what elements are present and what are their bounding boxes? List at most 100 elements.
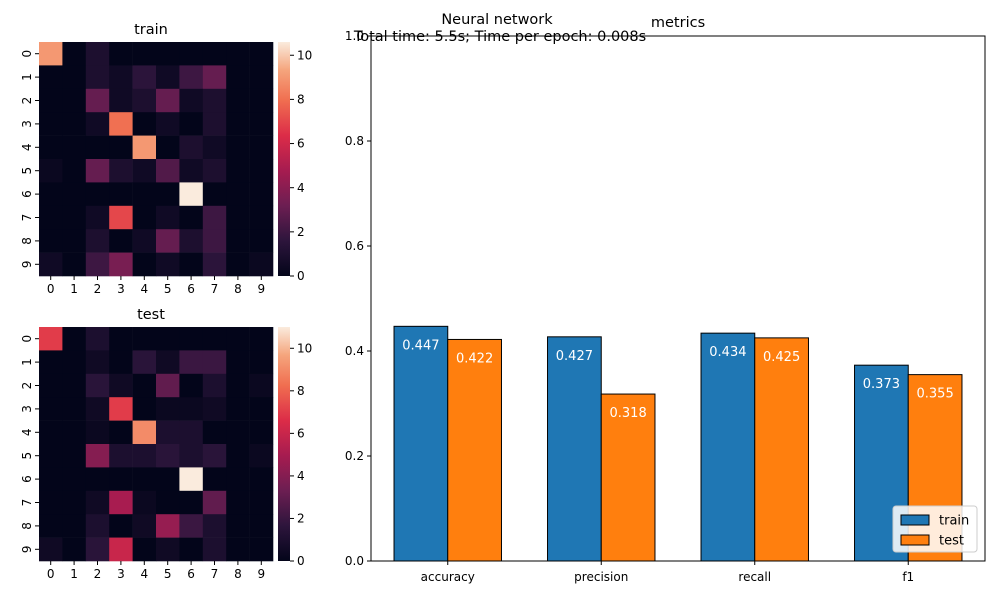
metrics-x-axis: accuracy precision recall f1	[421, 561, 914, 584]
heatmap-cell	[109, 350, 133, 375]
heatmap-cell	[156, 159, 180, 183]
x-tick-label: 4	[140, 282, 148, 296]
heatmap-cell	[132, 420, 157, 445]
bar-value-label: 0.422	[456, 351, 493, 366]
heatmap-cell	[202, 182, 227, 207]
x-tick-label: f1	[902, 570, 914, 584]
heatmap-cell	[179, 350, 204, 375]
heatmap-cell	[179, 467, 204, 492]
heatmap-cell	[39, 252, 63, 277]
heatmap-cell	[85, 373, 110, 398]
heatmap-cell	[85, 65, 110, 90]
heatmap-cell	[226, 420, 250, 445]
heatmap-cell	[202, 42, 227, 66]
heatmap-cell	[156, 327, 180, 351]
y-tick-label: 8	[20, 522, 34, 530]
heatmap-cell	[132, 467, 157, 492]
heatmap-cell	[62, 444, 87, 468]
heatmap-cell	[62, 112, 87, 136]
heatmap-cell	[179, 159, 204, 183]
heatmap-cell	[156, 65, 180, 90]
heatmap-cell	[202, 252, 227, 277]
y-tick-label: 0.2	[345, 449, 364, 463]
y-tick-label: 0	[20, 50, 34, 58]
colorbar-tick-label: 6	[297, 137, 305, 151]
heatmap-cell	[179, 229, 204, 253]
heatmap-cell	[156, 252, 180, 277]
train-colorbar: 0 2 4 6 8 10	[278, 42, 312, 283]
heatmap-cell	[62, 182, 87, 207]
y-tick-label: 3	[20, 405, 34, 413]
heatmap-cell	[132, 205, 157, 230]
x-tick-label: 5	[164, 282, 172, 296]
heatmap-cell	[109, 229, 133, 253]
heatmap-cell	[62, 420, 87, 445]
heatmap-cell	[39, 467, 63, 492]
colorbar-tick-label: 0	[297, 554, 305, 568]
heatmap-cell	[62, 397, 87, 421]
heatmap-cell	[202, 537, 227, 562]
heatmap-cell	[85, 397, 110, 421]
heatmap-cell	[132, 397, 157, 421]
test-colorbar: 0 2 4 6 8 10	[278, 327, 312, 568]
heatmap-cell	[202, 373, 227, 398]
heatmap-cell	[202, 467, 227, 492]
bar-test	[754, 337, 809, 562]
y-tick-label: 0.6	[345, 239, 364, 253]
bar-value-label: 0.425	[763, 350, 800, 365]
heatmap-cell	[156, 490, 180, 515]
y-tick-label: 1	[20, 73, 34, 81]
heatmap-cell	[249, 420, 274, 445]
heatmap-cell	[62, 159, 87, 183]
heatmap-cell	[156, 537, 180, 562]
heatmap-cell	[132, 88, 157, 113]
x-tick-label: precision	[574, 570, 628, 584]
heatmap-cell	[179, 397, 204, 421]
bar-value-label: 0.318	[610, 406, 647, 421]
heatmap-cell	[179, 42, 204, 66]
bar-value-label: 0.373	[863, 377, 900, 392]
heatmap-cell	[202, 420, 227, 445]
heatmap-cell	[62, 88, 87, 113]
heatmap-cell	[109, 182, 133, 207]
heatmap-cell	[202, 490, 227, 515]
heatmap-cell	[109, 327, 133, 351]
heatmap-cell	[249, 350, 274, 375]
colorbar-tick-label: 10	[297, 341, 312, 355]
heatmap-cell	[109, 444, 133, 468]
y-tick-label: 4	[20, 428, 34, 436]
train-heatmap-title: train	[134, 22, 168, 38]
heatmap-cell	[249, 112, 274, 136]
heatmap-cell	[39, 373, 63, 398]
heatmap-cell	[179, 420, 204, 445]
x-tick-label: 7	[211, 282, 219, 296]
bar-value-label: 0.434	[709, 345, 746, 360]
heatmap-cell	[179, 112, 204, 136]
heatmap-cell	[249, 42, 274, 66]
y-tick-label: 9	[20, 260, 34, 268]
bar-train	[547, 336, 602, 562]
heatmap-cell	[179, 514, 204, 538]
heatmap-cell	[249, 252, 274, 277]
heatmap-cell	[226, 490, 250, 515]
heatmap-cell	[109, 159, 133, 183]
bar-value-label: 0.447	[402, 338, 439, 353]
x-tick-label: 9	[257, 567, 265, 581]
heatmap-cell	[249, 467, 274, 492]
y-tick-label: 5	[20, 167, 34, 175]
heatmap-cell	[39, 514, 63, 538]
y-tick-label: 3	[20, 120, 34, 128]
heatmap-cell	[62, 42, 87, 66]
heatmap-cell	[249, 537, 274, 562]
heatmap-cell	[85, 159, 110, 183]
x-tick-label: 1	[70, 282, 78, 296]
heatmap-cell	[62, 537, 87, 562]
heatmap-cell	[202, 88, 227, 113]
x-tick-label: 9	[257, 282, 265, 296]
heatmap-cell	[156, 373, 180, 398]
colorbar-tick-label: 6	[297, 427, 305, 441]
x-tick-label: accuracy	[421, 570, 475, 584]
heatmap-cell	[202, 159, 227, 183]
